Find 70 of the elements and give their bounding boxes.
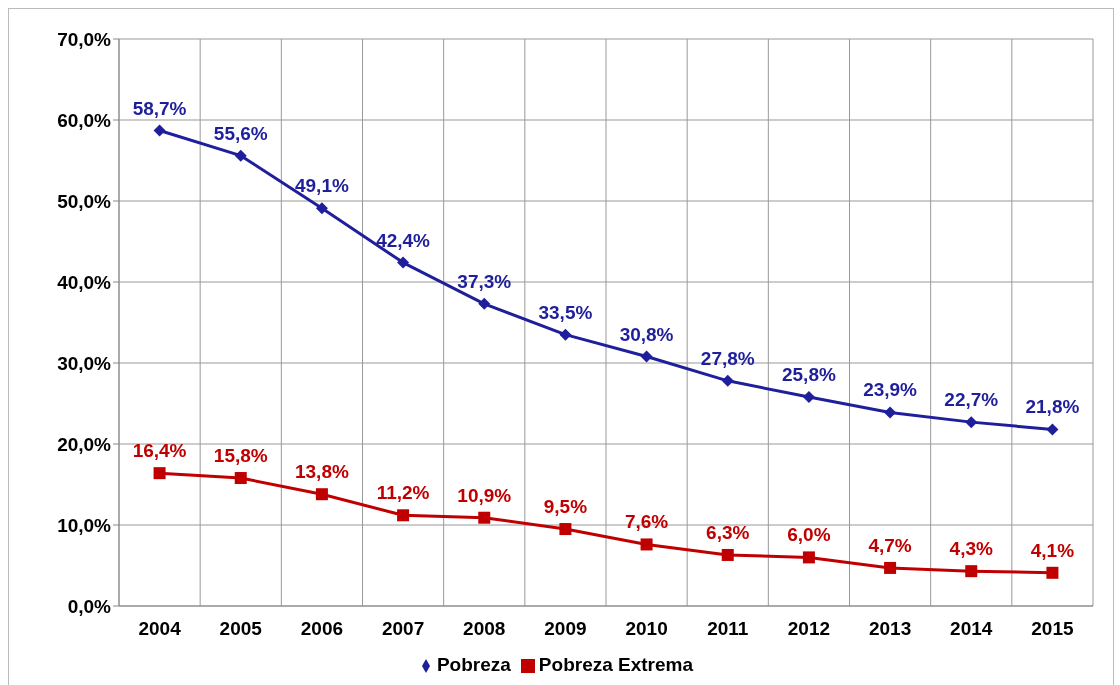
data-label: 27,8% [700, 347, 755, 369]
point [965, 565, 978, 578]
data-label: 37,3% [457, 270, 512, 292]
point [802, 391, 815, 404]
point [1046, 566, 1059, 579]
y-tick-label: 40,0% [57, 271, 112, 293]
point [965, 416, 978, 429]
point [721, 374, 734, 387]
point [559, 328, 572, 341]
point [478, 511, 491, 524]
data-label: 10,9% [457, 484, 512, 506]
data-label: 13,8% [294, 461, 349, 483]
data-label: 30,8% [619, 323, 674, 345]
point [884, 406, 897, 419]
data-label: 49,1% [294, 175, 349, 197]
data-label: 6,3% [706, 521, 750, 543]
data-label: 21,8% [1025, 396, 1080, 418]
data-label: 33,5% [538, 301, 593, 323]
data-label: 15,8% [213, 445, 268, 467]
data-label: 22,7% [944, 389, 999, 411]
y-tick-label: 0,0% [67, 595, 112, 617]
point [721, 548, 734, 561]
data-label: 58,7% [132, 97, 187, 119]
x-tick-label: 2011 [707, 618, 749, 640]
data-label: 6,0% [787, 524, 831, 546]
x-tick-label: 2005 [219, 618, 263, 640]
data-label: 4,1% [1030, 539, 1075, 561]
point [397, 509, 410, 522]
point [802, 551, 815, 564]
x-tick-label: 2008 [463, 618, 506, 640]
data-label: 25,8% [781, 364, 836, 386]
point [640, 538, 653, 551]
data-label: 42,4% [376, 229, 431, 251]
point [234, 472, 247, 485]
point [559, 523, 572, 536]
y-tick-label: 70,0% [57, 28, 112, 50]
point [153, 467, 166, 480]
legend-label: Pobreza Extrema [538, 654, 694, 675]
y-tick-label: 30,0% [57, 352, 112, 374]
data-label: 4,3% [949, 538, 994, 560]
point [1046, 423, 1059, 436]
data-label: 55,6% [213, 122, 268, 144]
data-label: 4,7% [868, 534, 912, 556]
point [315, 488, 328, 501]
data-label: 7,6% [624, 511, 669, 533]
x-tick-label: 2015 [1031, 618, 1074, 640]
point [315, 202, 328, 215]
data-label: 11,2% [376, 482, 430, 504]
data-label: 16,4% [132, 440, 187, 462]
point [640, 350, 653, 363]
x-tick-label: 2009 [544, 618, 587, 640]
y-tick-label: 60,0% [57, 109, 112, 131]
y-tick-label: 20,0% [57, 433, 112, 455]
point [153, 124, 166, 137]
data-label: 9,5% [543, 496, 588, 518]
legend-label: Pobreza [436, 654, 511, 675]
point [234, 149, 247, 162]
x-tick-label: 2013 [868, 618, 912, 640]
y-tick-label: 10,0% [57, 514, 112, 536]
data-label: 23,9% [863, 379, 918, 401]
x-tick-label: 2006 [300, 618, 344, 640]
y-tick-label: 50,0% [57, 190, 112, 212]
x-tick-label: 2014 [950, 618, 993, 640]
point [884, 561, 897, 574]
x-tick-label: 2012 [787, 618, 831, 640]
point [478, 297, 491, 310]
x-tick-label: 2004 [138, 618, 182, 640]
point [397, 256, 410, 269]
x-tick-label: 2010 [625, 618, 668, 640]
x-tick-label: 2007 [381, 618, 425, 640]
